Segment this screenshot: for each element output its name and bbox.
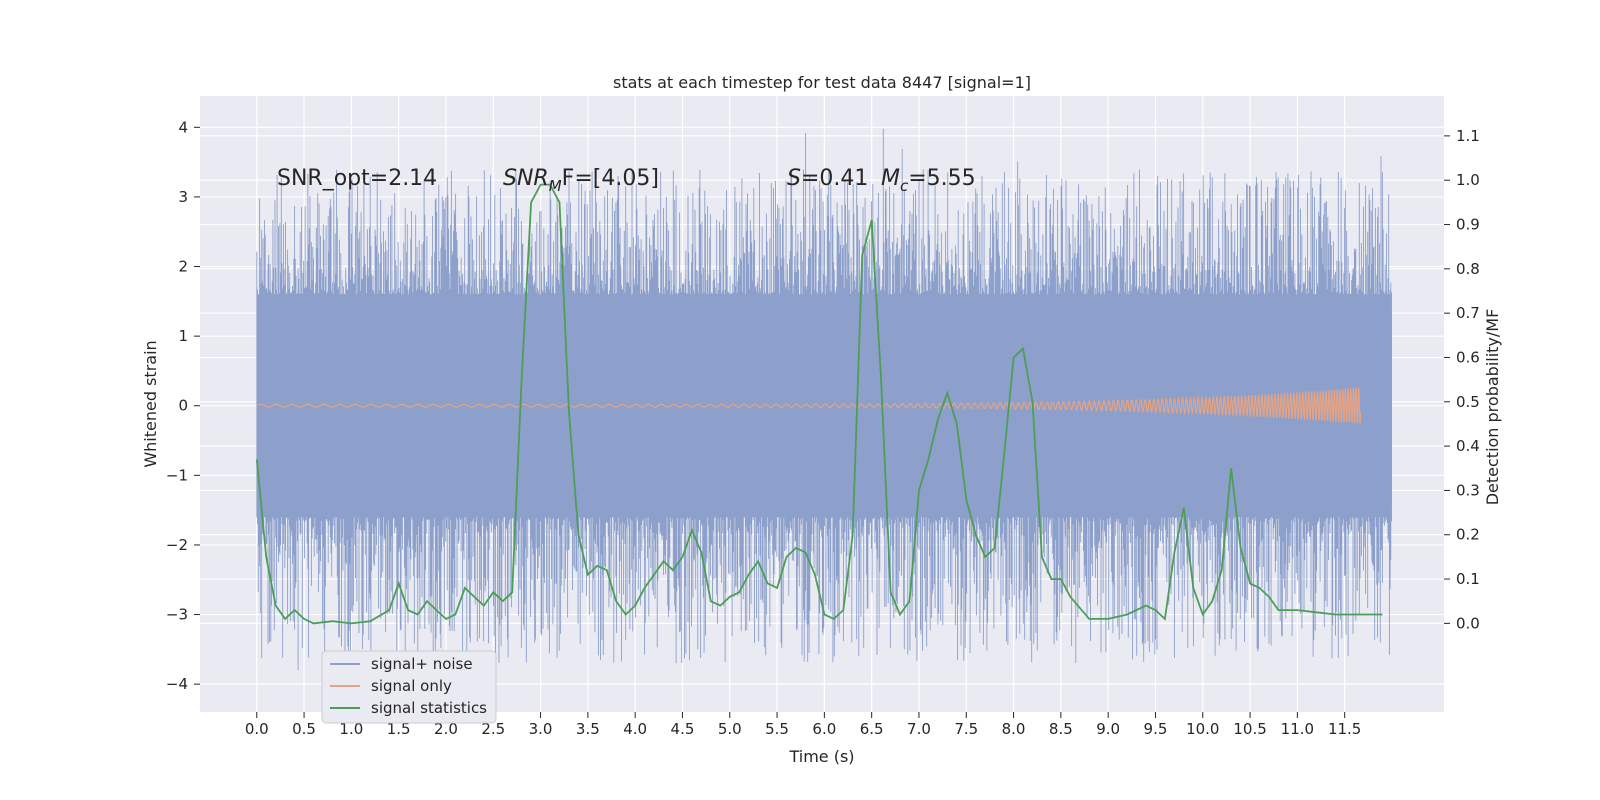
- x-tick-label-8: 4.0: [623, 720, 647, 738]
- x-axis-label: Time (s): [788, 747, 854, 766]
- x-tick-label-5: 2.5: [481, 720, 505, 738]
- y-left-tick-label-0: −4: [166, 675, 188, 693]
- y-left-tick-label-1: −3: [166, 606, 188, 624]
- legend-label-signal-only: signal only: [371, 677, 452, 695]
- x-tick-label-14: 7.0: [907, 720, 931, 738]
- y-left-tick-label-6: 2: [178, 258, 188, 276]
- y-axis-left-ticks: −4 −3 −2 −1 0 1 2 3 4: [166, 118, 200, 693]
- x-tick-label-18: 9.0: [1096, 720, 1120, 738]
- x-tick-label-15: 7.5: [954, 720, 978, 738]
- x-tick-label-22: 11.0: [1281, 720, 1314, 738]
- legend-label-signal-statistics: signal statistics: [371, 699, 487, 717]
- x-tick-label-11: 5.5: [765, 720, 789, 738]
- y-right-tick-label-1: 0.1: [1456, 570, 1480, 588]
- x-axis-ticks: 0.0 0.5 1.0 1.5 2.0 2.5 3.0 3.5 4.0 4.5 5.0 5.5 6.0 6…: [245, 712, 1361, 738]
- y-right-tick-label-6: 0.6: [1456, 348, 1480, 366]
- y-right-tick-label-8: 0.8: [1456, 260, 1480, 278]
- y-right-tick-label-0: 0.0: [1456, 614, 1480, 632]
- legend: signal+ noise signal only signal statist…: [321, 650, 497, 724]
- x-tick-label-7: 3.5: [576, 720, 600, 738]
- y-right-tick-label-9: 0.9: [1456, 216, 1480, 234]
- x-tick-label-17: 8.5: [1049, 720, 1073, 738]
- x-tick-label-16: 8.0: [1002, 720, 1026, 738]
- y-left-tick-label-8: 4: [178, 118, 188, 136]
- y-left-tick-label-7: 3: [178, 188, 188, 206]
- y-left-tick-label-4: 0: [178, 397, 188, 415]
- annotation-mc: Mc=5.55: [881, 166, 976, 195]
- x-tick-label-21: 10.5: [1233, 720, 1266, 738]
- y-right-tick-label-4: 0.4: [1456, 437, 1480, 455]
- annotation-snr-opt: SNR_opt=2.14: [277, 166, 437, 191]
- y-axis-right-ticks: 0.0 0.1 0.2 0.3 0.4 0.5 0.6 0.7 0.8 0.9 1.0 1.1: [1444, 127, 1480, 632]
- y-left-tick-label-3: −1: [166, 466, 188, 484]
- x-tick-label-3: 1.5: [387, 720, 411, 738]
- legend-box: [321, 650, 497, 724]
- signal-statistics-line: [255, 183, 1383, 625]
- y-right-tick-label-5: 0.5: [1456, 393, 1480, 411]
- y-right-tick-label-7: 0.7: [1456, 304, 1480, 322]
- y-axis-right-label: Detection probability/MF: [1483, 309, 1502, 506]
- y-left-tick-label-5: 1: [178, 327, 188, 345]
- legend-label-signal-noise: signal+ noise: [371, 655, 473, 673]
- x-tick-label-4: 2.0: [434, 720, 458, 738]
- annotation-s: S=0.41: [787, 166, 868, 191]
- y-right-tick-label-10: 1.0: [1456, 171, 1480, 189]
- x-tick-label-6: 3.0: [529, 720, 553, 738]
- signal-only-trace: [256, 387, 1362, 424]
- x-tick-label-19: 9.5: [1144, 720, 1168, 738]
- y-right-tick-label-3: 0.3: [1456, 481, 1480, 499]
- x-tick-label-10: 5.0: [718, 720, 742, 738]
- y-axis-left-label: Whitened strain: [141, 340, 160, 467]
- chart-title: stats at each timestep for test data 844…: [613, 73, 1031, 92]
- x-tick-label-20: 10.0: [1186, 720, 1219, 738]
- y-right-tick-label-11: 1.1: [1456, 127, 1480, 145]
- series-signal-statistics: [255, 183, 1383, 625]
- x-tick-label-13: 6.5: [860, 720, 884, 738]
- x-tick-label-0: 0.0: [245, 720, 269, 738]
- x-tick-label-12: 6.0: [812, 720, 836, 738]
- series-signal-only: [256, 387, 1362, 424]
- x-tick-label-1: 0.5: [292, 720, 316, 738]
- y-right-tick-label-2: 0.2: [1456, 526, 1480, 544]
- annotation-snr-mf: SNRMF=[4.05]: [503, 166, 659, 195]
- x-tick-label-9: 4.5: [671, 720, 695, 738]
- x-tick-label-23: 11.5: [1328, 720, 1361, 738]
- y-left-tick-label-2: −2: [166, 536, 188, 554]
- x-tick-label-2: 1.0: [339, 720, 363, 738]
